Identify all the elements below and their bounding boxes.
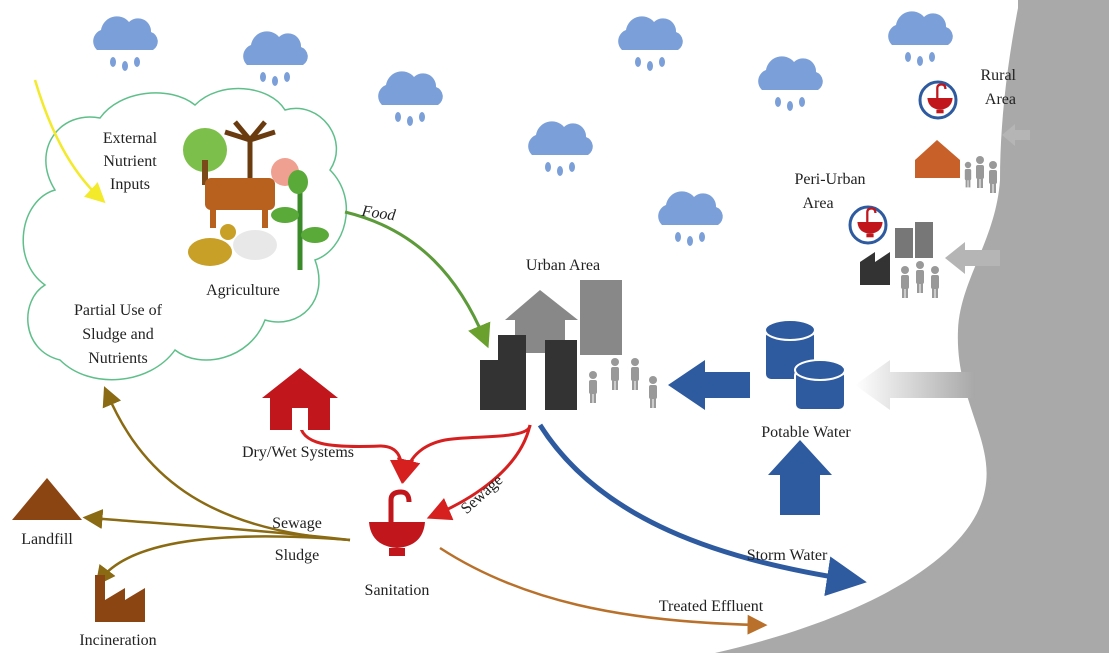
- potable-water-icon: [765, 320, 845, 410]
- label: Agriculture: [206, 282, 280, 299]
- label: Sewage: [458, 472, 506, 518]
- label: Storm Water: [747, 547, 828, 564]
- label: Nutrients: [88, 350, 148, 367]
- label: Sludge: [275, 547, 319, 564]
- label: Nutrient: [103, 153, 157, 170]
- water-cycle-diagram: External Nutrient Inputs Agriculture Foo…: [0, 0, 1109, 653]
- urban-icons: [480, 280, 657, 410]
- label: Partial Use of: [74, 302, 163, 319]
- river-intake-arrow: [855, 360, 975, 410]
- label: Incineration: [79, 632, 156, 649]
- label: External: [103, 130, 158, 147]
- landfill-icon: [12, 478, 82, 520]
- label: Dry/Wet Systems: [242, 444, 354, 461]
- potable-up-arrow: [768, 440, 832, 515]
- label: Rural: [980, 67, 1016, 84]
- label: Inputs: [110, 176, 150, 193]
- peri-urban-icons: [850, 207, 939, 298]
- label: Peri-Urban: [794, 171, 865, 188]
- label: Area: [985, 91, 1016, 108]
- label: Sludge and: [82, 326, 154, 343]
- label: Potable Water: [761, 424, 851, 441]
- food-arrow: [345, 212, 485, 340]
- urban-to-sanitation-arrow: [405, 425, 530, 475]
- incineration-icon: [95, 575, 145, 622]
- potable-to-urban-arrow: [668, 360, 750, 410]
- sanitation-icon: [369, 492, 425, 556]
- label: Sanitation: [365, 582, 430, 599]
- label: Treated Effluent: [659, 598, 764, 615]
- label: Food: [360, 203, 398, 225]
- label: Area: [802, 195, 833, 212]
- label: Urban Area: [526, 257, 600, 274]
- label: Landfill: [21, 531, 73, 548]
- label: Sewage: [272, 515, 322, 532]
